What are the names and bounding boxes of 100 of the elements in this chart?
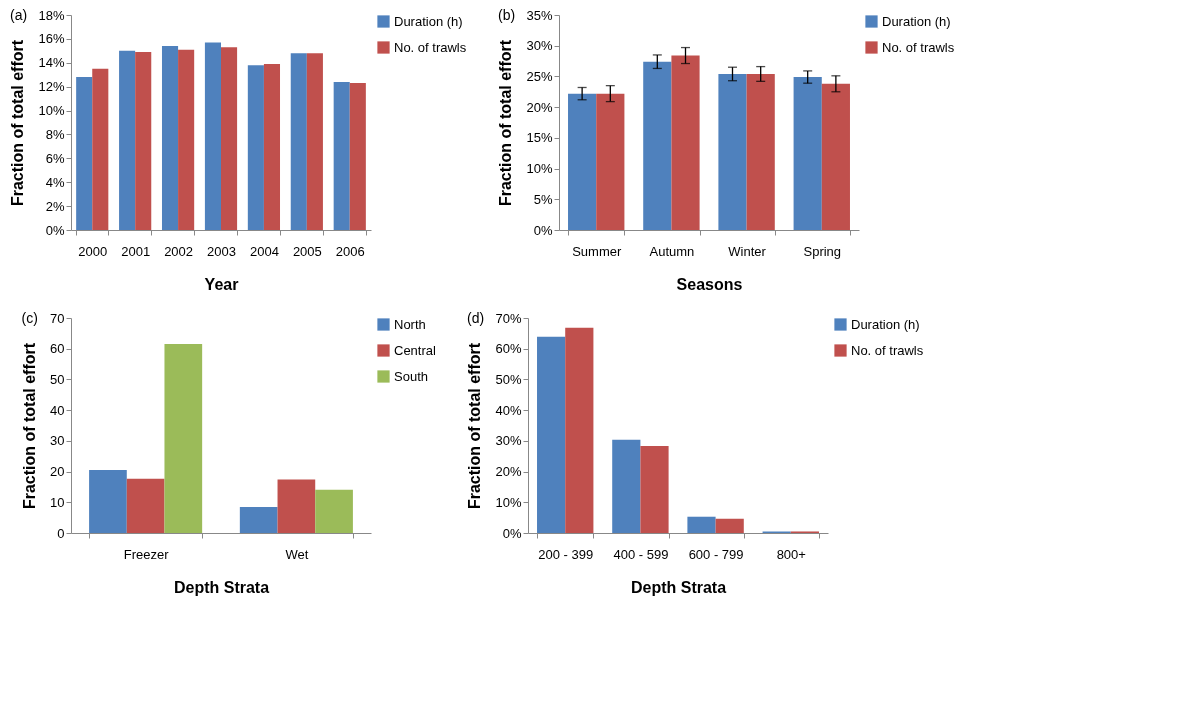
legend-label: No. of trawls <box>851 342 924 358</box>
bar <box>643 61 672 230</box>
bar <box>126 478 165 533</box>
y-tick-label: 30 <box>50 433 65 449</box>
x-axis-title: Depth Strata <box>173 578 270 596</box>
bar <box>349 83 366 230</box>
bar <box>135 52 152 230</box>
y-tick-label: 30% <box>495 433 522 449</box>
bar <box>239 506 278 533</box>
x-tick-label: 400 - 599 <box>613 546 669 562</box>
legend-label: South <box>394 368 428 384</box>
y-tick-label: 10% <box>495 494 522 510</box>
x-tick-label: 2006 <box>335 243 365 259</box>
legend-label: Duration (h) <box>851 316 920 332</box>
bar <box>718 73 747 230</box>
x-tick-label: Spring <box>803 243 842 259</box>
y-axis-title: Fraction of total effort <box>21 342 39 510</box>
bar <box>821 83 850 230</box>
x-tick-label: 800+ <box>776 546 806 562</box>
x-axis-title: Year <box>204 275 239 293</box>
x-tick-label: 2003 <box>207 243 236 259</box>
bar <box>315 489 353 533</box>
x-tick-label: 2001 <box>121 243 151 259</box>
x-tick-label: 2000 <box>78 243 108 259</box>
y-tick-label: 10% <box>38 103 65 119</box>
chart-title: (d) <box>466 310 485 326</box>
legend-label: Central <box>394 342 437 358</box>
y-axis-title: Fraction of total effort <box>9 39 27 207</box>
bar <box>89 470 127 533</box>
y-tick-label: 60% <box>495 341 522 357</box>
x-tick-label: 200 - 399 <box>538 546 594 562</box>
y-tick-label: 6% <box>45 150 65 166</box>
y-tick-label: 25% <box>526 68 553 84</box>
y-tick-label: 10% <box>526 161 553 177</box>
y-tick-label: 20 <box>50 464 65 480</box>
y-tick-label: 50 <box>50 371 65 387</box>
bar <box>687 516 716 533</box>
bar <box>568 93 597 230</box>
bar <box>715 518 744 533</box>
x-tick-label: 2004 <box>249 243 279 259</box>
bar <box>221 47 238 230</box>
x-axis-title: Depth Strata <box>630 578 727 596</box>
bar <box>793 77 822 230</box>
y-tick-label: 4% <box>45 174 65 190</box>
bar <box>537 336 566 533</box>
y-tick-label: 40% <box>495 402 522 418</box>
bar <box>333 81 350 230</box>
y-tick-label: 0% <box>45 222 65 238</box>
y-tick-label: 15% <box>526 130 553 146</box>
y-tick-label: 0% <box>533 222 553 238</box>
legend-label: No. of trawls <box>882 39 955 55</box>
bar <box>671 55 700 230</box>
bar <box>247 65 264 230</box>
y-axis-title: Fraction of total effort <box>466 342 484 510</box>
y-tick-label: 40 <box>50 402 65 418</box>
y-tick-label: 50% <box>495 371 522 387</box>
x-tick-label: Autumn <box>649 243 695 259</box>
x-axis-title: Seasons <box>676 275 743 293</box>
y-axis-title: Fraction of total effort <box>497 39 515 207</box>
bar <box>204 42 221 230</box>
x-tick-label: 2002 <box>164 243 194 259</box>
x-tick-label: Summer <box>572 243 622 259</box>
bar <box>161 46 179 230</box>
bar <box>119 50 136 230</box>
bar <box>92 68 109 230</box>
x-tick-label: Winter <box>728 243 767 259</box>
bar <box>596 93 625 230</box>
bar <box>306 53 323 230</box>
legend-label: Duration (h) <box>394 13 463 29</box>
y-tick-label: 0 <box>57 525 65 541</box>
y-tick-label: 70% <box>495 310 522 326</box>
bar <box>746 73 775 230</box>
bar <box>263 63 281 230</box>
bar <box>612 439 641 533</box>
y-tick-label: 5% <box>533 191 553 207</box>
legend-label: No. of trawls <box>394 39 467 55</box>
y-tick-label: 14% <box>38 55 65 71</box>
y-tick-label: 8% <box>45 126 65 142</box>
chart-title: (a) <box>9 7 28 23</box>
x-tick-label: Freezer <box>123 546 170 562</box>
y-tick-label: 12% <box>38 79 65 95</box>
x-tick-label: 600 - 799 <box>688 546 744 562</box>
legend-label: Duration (h) <box>882 13 951 29</box>
y-tick-label: 60 <box>50 341 65 357</box>
y-tick-label: 70 <box>50 310 65 326</box>
y-tick-label: 20% <box>526 99 553 115</box>
y-tick-label: 35% <box>526 7 553 23</box>
bar <box>277 479 316 533</box>
y-tick-label: 0% <box>502 525 522 541</box>
bar <box>290 53 307 230</box>
bar <box>164 344 203 533</box>
y-tick-label: 2% <box>45 198 65 214</box>
x-tick-label: Wet <box>285 546 309 562</box>
y-tick-label: 30% <box>526 38 553 54</box>
bar <box>76 77 93 230</box>
y-tick-label: 18% <box>38 7 65 23</box>
bar <box>565 327 594 533</box>
x-tick-label: 2005 <box>292 243 322 259</box>
y-tick-label: 10 <box>50 494 65 510</box>
y-tick-label: 16% <box>38 31 65 47</box>
